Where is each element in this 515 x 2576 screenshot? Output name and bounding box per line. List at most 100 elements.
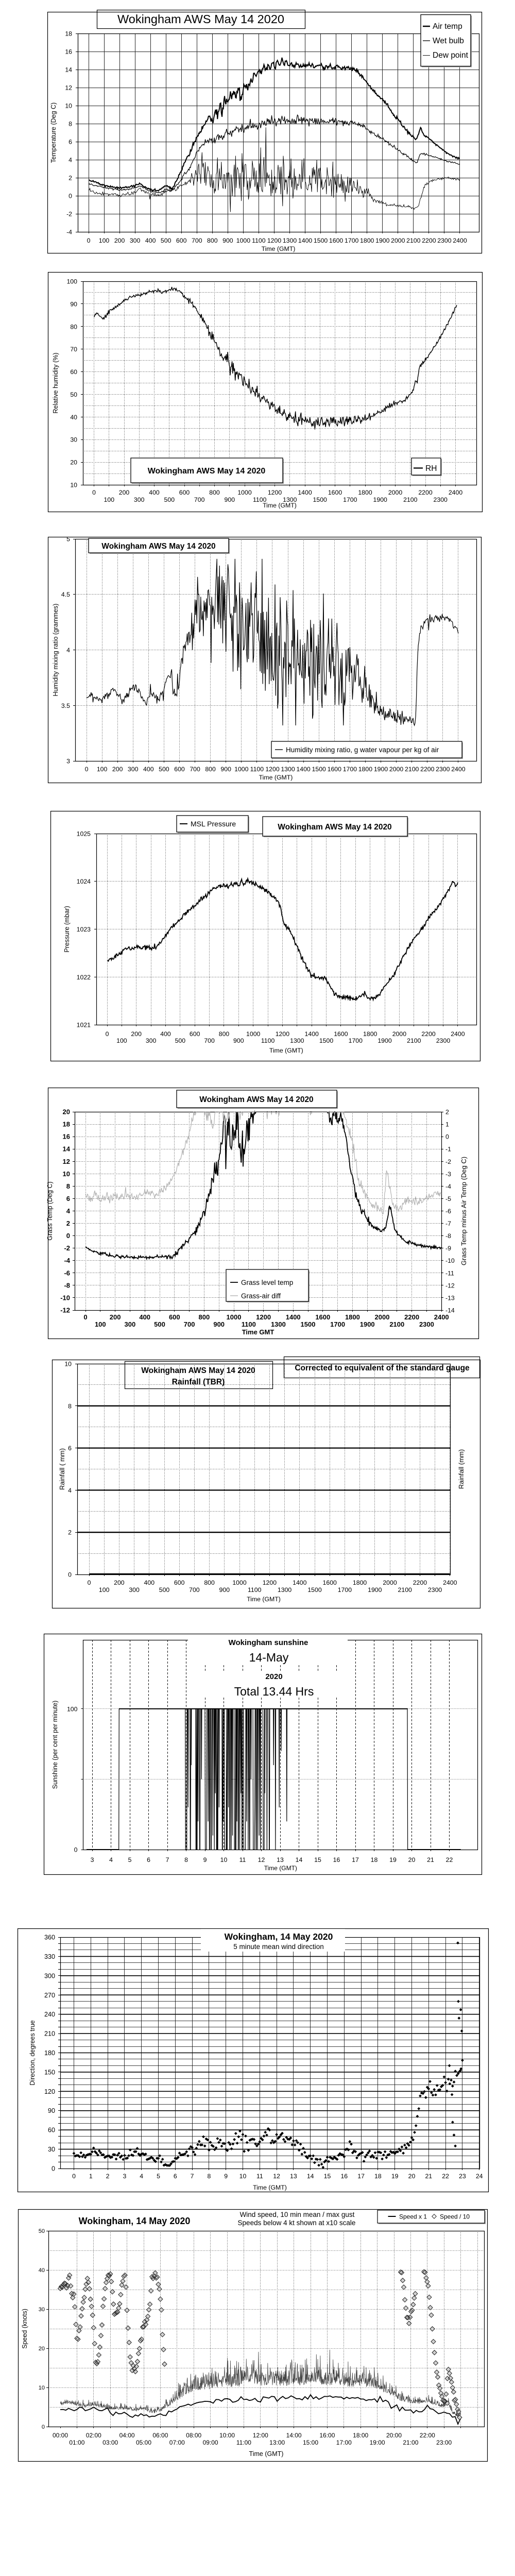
svg-text:14:00: 14:00 — [286, 2432, 302, 2439]
svg-text:Rainfall (mm): Rainfall (mm) — [457, 1449, 465, 1489]
svg-text:200: 200 — [112, 766, 123, 773]
svg-text:1300: 1300 — [283, 237, 297, 244]
svg-text:2100: 2100 — [398, 1586, 413, 1594]
svg-text:800: 800 — [207, 237, 218, 244]
svg-text:0: 0 — [88, 1579, 91, 1586]
svg-text:1300: 1300 — [283, 496, 297, 503]
svg-text:4: 4 — [68, 1487, 72, 1494]
svg-text:Wokingham AWS May 14 2020: Wokingham AWS May 14 2020 — [199, 1095, 313, 1104]
svg-text:Sunshine (per cent per minute): Sunshine (per cent per minute) — [52, 1701, 59, 1789]
svg-text:-1: -1 — [445, 1146, 451, 1153]
svg-text:2: 2 — [68, 1529, 72, 1536]
svg-text:2: 2 — [66, 1219, 70, 1227]
svg-text:2000: 2000 — [391, 237, 405, 244]
svg-text:5: 5 — [66, 536, 70, 543]
svg-text:Wokingham AWS May 14 2020: Wokingham AWS May 14 2020 — [101, 542, 215, 551]
svg-text:-4: -4 — [445, 1183, 451, 1190]
svg-text:100: 100 — [67, 1705, 78, 1713]
svg-text:4: 4 — [66, 647, 70, 654]
svg-text:7: 7 — [166, 1856, 169, 1863]
svg-text:70: 70 — [70, 346, 77, 353]
svg-text:05:00: 05:00 — [136, 2439, 151, 2446]
svg-text:18: 18 — [63, 1121, 70, 1128]
svg-text:300: 300 — [128, 766, 139, 773]
svg-text:9: 9 — [224, 2173, 228, 2180]
svg-text:2200: 2200 — [420, 766, 435, 773]
svg-text:RH: RH — [425, 464, 437, 473]
svg-text:300: 300 — [134, 496, 145, 503]
svg-text:700: 700 — [194, 496, 205, 503]
svg-text:6: 6 — [68, 1445, 72, 1452]
svg-text:10: 10 — [65, 103, 72, 110]
svg-text:2020: 2020 — [265, 1672, 282, 1681]
svg-text:1600: 1600 — [334, 1030, 348, 1038]
svg-text:800: 800 — [205, 766, 216, 773]
svg-text:1500: 1500 — [313, 496, 328, 503]
svg-text:1200: 1200 — [268, 489, 282, 496]
svg-text:4: 4 — [66, 1207, 71, 1215]
svg-text:8: 8 — [68, 121, 72, 128]
svg-text:23:00: 23:00 — [436, 2439, 452, 2446]
svg-text:500: 500 — [164, 496, 175, 503]
svg-text:Time (GMT): Time (GMT) — [259, 774, 293, 781]
svg-text:-4: -4 — [64, 1257, 70, 1264]
svg-text:1300: 1300 — [290, 1037, 304, 1044]
svg-text:7: 7 — [191, 2173, 194, 2180]
svg-text:12:00: 12:00 — [253, 2432, 268, 2439]
svg-text:15: 15 — [324, 2173, 331, 2180]
svg-text:2300: 2300 — [434, 496, 448, 503]
svg-text:21: 21 — [427, 1856, 434, 1863]
svg-text:2300: 2300 — [437, 237, 452, 244]
svg-text:4: 4 — [68, 157, 72, 164]
svg-text:600: 600 — [174, 1579, 185, 1586]
svg-text:800: 800 — [204, 1579, 215, 1586]
svg-text:Wind speed, 10 min mean / max: Wind speed, 10 min mean / max gust — [240, 2211, 355, 2218]
svg-text:18:00: 18:00 — [353, 2432, 368, 2439]
svg-text:1000: 1000 — [237, 489, 252, 496]
svg-text:22: 22 — [442, 2173, 449, 2180]
svg-text:Temperature (Deg C): Temperature (Deg C) — [50, 103, 57, 163]
svg-text:0: 0 — [74, 1846, 78, 1854]
svg-text:Time (GMT): Time (GMT) — [249, 2450, 284, 2458]
svg-text:12: 12 — [258, 1856, 265, 1863]
svg-text:Wokingham, 14 May 2020: Wokingham, 14 May 2020 — [225, 1931, 333, 1942]
svg-text:1025: 1025 — [77, 831, 91, 838]
svg-text:16:00: 16:00 — [319, 2432, 335, 2439]
svg-text:5 minute mean wind direction: 5 minute mean wind direction — [233, 1943, 324, 1951]
svg-text:1800: 1800 — [353, 1579, 367, 1586]
svg-text:700: 700 — [192, 237, 202, 244]
svg-text:900: 900 — [213, 1320, 225, 1328]
svg-text:900: 900 — [225, 496, 235, 503]
svg-text:Humidity mixing ratio, g water: Humidity mixing ratio, g water vapour pe… — [286, 746, 439, 754]
svg-text:330: 330 — [44, 1953, 55, 1960]
svg-text:50: 50 — [39, 2228, 45, 2234]
svg-text:60: 60 — [70, 368, 77, 376]
svg-text:0: 0 — [87, 237, 91, 244]
svg-text:9: 9 — [203, 1856, 207, 1863]
svg-text:1100: 1100 — [253, 496, 267, 503]
svg-text:Wokingham sunshine: Wokingham sunshine — [229, 1638, 308, 1647]
svg-text:40: 40 — [39, 2267, 45, 2274]
svg-text:19: 19 — [389, 1856, 397, 1863]
svg-text:700: 700 — [184, 1320, 195, 1328]
svg-text:0: 0 — [42, 2424, 45, 2430]
svg-text:2000: 2000 — [389, 766, 404, 773]
svg-text:07:00: 07:00 — [169, 2439, 185, 2446]
svg-text:20: 20 — [63, 1108, 70, 1116]
svg-text:100: 100 — [116, 1037, 127, 1044]
svg-text:17:00: 17:00 — [336, 2439, 352, 2446]
svg-text:10: 10 — [39, 2385, 45, 2391]
svg-text:600: 600 — [179, 489, 190, 496]
svg-text:22:00: 22:00 — [420, 2432, 435, 2439]
svg-text:1700: 1700 — [343, 766, 357, 773]
svg-text:2: 2 — [106, 2173, 110, 2180]
svg-text:20: 20 — [70, 459, 77, 466]
svg-text:16: 16 — [340, 2173, 348, 2180]
svg-text:1800: 1800 — [363, 1030, 377, 1038]
svg-text:1024: 1024 — [77, 878, 91, 885]
svg-text:-2: -2 — [66, 211, 72, 218]
svg-text:1800: 1800 — [345, 1313, 360, 1321]
svg-text:12: 12 — [65, 84, 72, 92]
svg-text:8: 8 — [68, 1402, 72, 1410]
svg-text:6: 6 — [147, 1856, 150, 1863]
